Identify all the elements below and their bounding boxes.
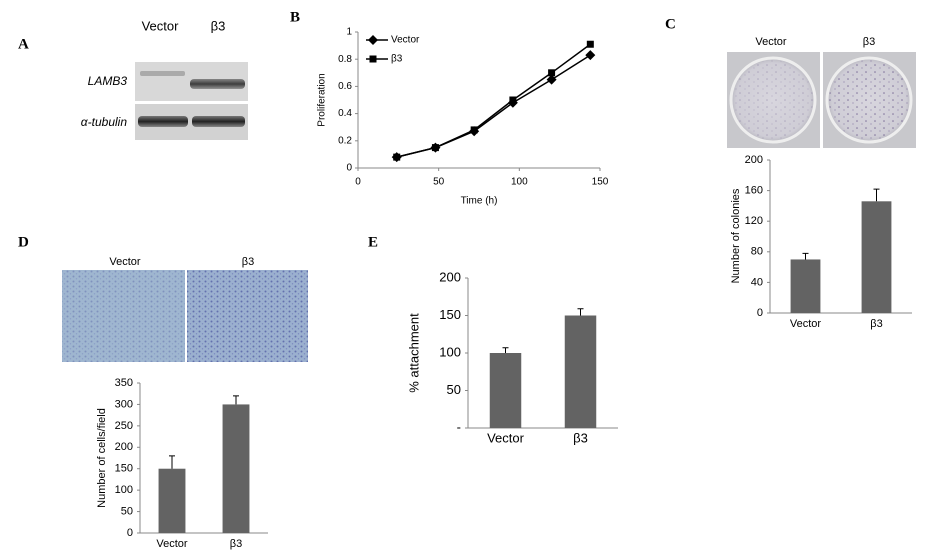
blot-band [138, 116, 188, 127]
image-label: Vector [755, 36, 787, 48]
point [586, 40, 594, 48]
y-tick-label: 200 [439, 269, 461, 284]
image-label: Vector [109, 256, 141, 268]
y-tick-label: 160 [745, 185, 763, 197]
error-bar [873, 188, 880, 202]
legend-label: Vector [391, 35, 420, 46]
y-axis-label: Proliferation [317, 73, 328, 126]
point [431, 144, 439, 152]
panel-label: A [18, 36, 29, 52]
y-tick-label: 50 [447, 382, 461, 397]
panel-label: D [18, 234, 29, 250]
error-bar [169, 455, 175, 469]
point [509, 96, 517, 104]
bar [222, 404, 250, 533]
row-label: α-tubulin [81, 115, 128, 129]
panel-label: E [368, 234, 378, 250]
y-tick-label: 0 [346, 163, 352, 174]
y-tick-label: - [457, 419, 461, 434]
y-tick-label: 0.8 [338, 54, 352, 65]
point [548, 69, 556, 77]
legend-marker [368, 35, 378, 45]
colonies [733, 60, 813, 140]
y-tick-label: 250 [115, 420, 133, 432]
bar [564, 315, 597, 428]
row-label: LAMB3 [88, 74, 128, 88]
lane-label: β3 [211, 18, 226, 33]
point [585, 50, 596, 61]
y-tick-label: 350 [115, 377, 133, 389]
blot-band [190, 79, 245, 89]
y-tick-label: 50 [121, 505, 133, 517]
legend-label: β3 [391, 54, 403, 65]
error-bar [802, 252, 809, 260]
y-tick-label: 1 [346, 27, 352, 38]
cells [62, 270, 185, 362]
legend-marker [369, 55, 377, 63]
lane-label: Vector [142, 18, 180, 33]
series-line [396, 43, 591, 158]
x-tick-label: 150 [592, 177, 609, 188]
y-axis-label: Number of colonies [730, 188, 742, 283]
x-tick-label: β3 [230, 538, 242, 550]
y-tick-label: 40 [751, 276, 763, 288]
y-tick-label: 300 [115, 398, 133, 410]
error-bar [502, 347, 509, 353]
y-axis-label: % attachment [406, 313, 421, 393]
y-tick-label: 200 [745, 154, 763, 166]
bar [790, 259, 821, 313]
bar [489, 353, 522, 428]
x-tick-label: 50 [433, 177, 445, 188]
x-tick-label: 0 [355, 177, 361, 188]
x-tick-label: Vector [156, 538, 188, 550]
y-tick-label: 80 [751, 246, 763, 258]
error-bar [233, 395, 239, 405]
y-tick-label: 0.2 [338, 135, 352, 146]
y-tick-label: 0 [757, 307, 763, 319]
blot-band [140, 71, 185, 76]
x-tick-label: 100 [511, 177, 528, 188]
y-tick-label: 100 [115, 484, 133, 496]
point [470, 126, 478, 134]
point [393, 153, 401, 161]
x-tick-label: Vector [487, 430, 525, 445]
y-tick-label: 100 [439, 344, 461, 359]
error-bar [577, 308, 584, 316]
y-tick-label: 0.4 [338, 108, 352, 119]
colonies [829, 60, 909, 140]
x-axis-label: Time (h) [461, 196, 498, 207]
panel-label: B [290, 9, 300, 25]
y-tick-label: 0.6 [338, 81, 352, 92]
x-tick-label: Vector [790, 318, 822, 330]
y-tick-label: 200 [115, 441, 133, 453]
bar [861, 201, 892, 313]
point [546, 74, 557, 85]
y-axis-label: Number of cells/field [96, 408, 108, 508]
panel-label: C [665, 16, 676, 32]
y-tick-label: 0 [127, 527, 133, 539]
image-label: β3 [242, 256, 254, 268]
y-tick-label: 150 [439, 307, 461, 322]
y-tick-label: 150 [115, 463, 133, 475]
series-line [396, 54, 591, 158]
blot-band [192, 116, 245, 127]
bar [158, 468, 186, 533]
image-label: β3 [863, 36, 875, 48]
y-tick-label: 120 [745, 215, 763, 227]
cells [187, 270, 308, 362]
x-tick-label: β3 [573, 430, 588, 445]
x-tick-label: β3 [870, 318, 882, 330]
